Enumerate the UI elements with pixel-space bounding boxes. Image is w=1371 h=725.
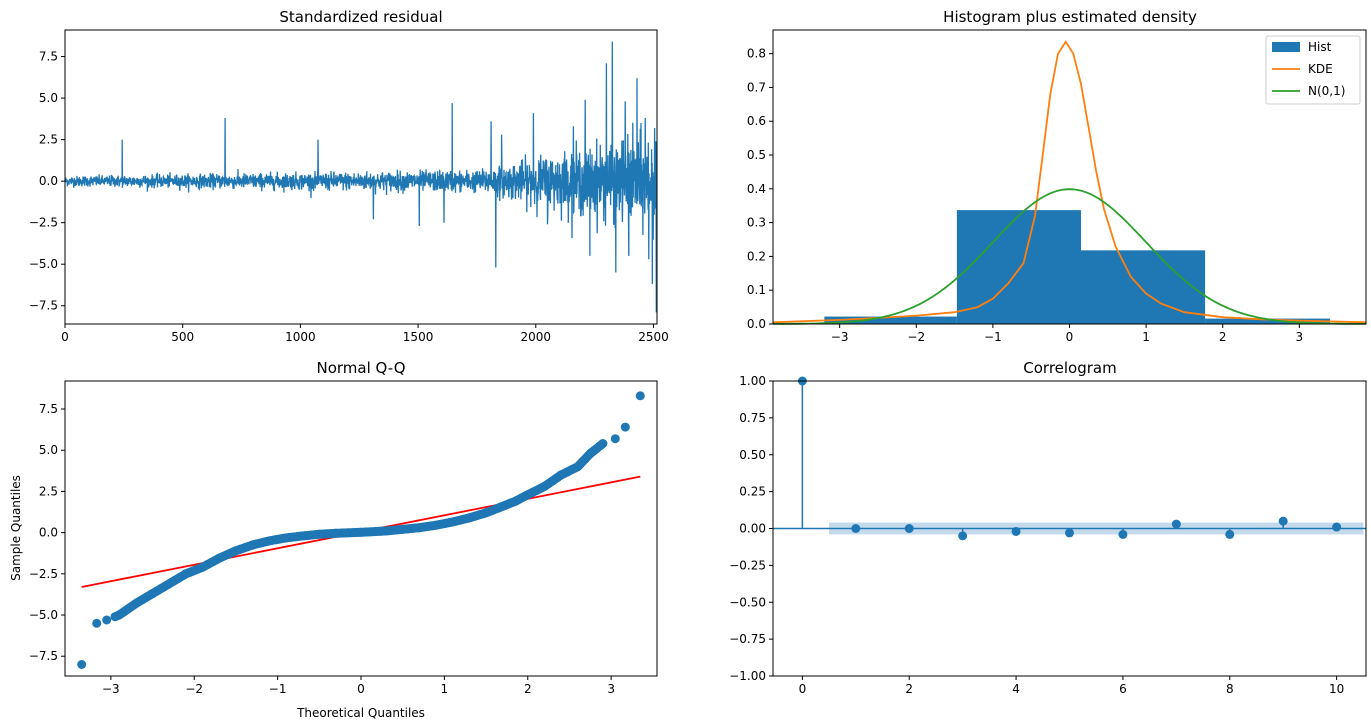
y-tick-label: 2.5: [39, 133, 58, 147]
y-tick-label: 0.7: [747, 80, 766, 94]
qq-title: Normal Q-Q: [316, 359, 405, 377]
x-tick-label: 10: [1329, 682, 1344, 696]
y-tick-label: 0.75: [739, 411, 766, 425]
normal-pdf-line: [773, 188, 1366, 325]
legend-normal-label: N(0,1): [1308, 84, 1345, 98]
x-tick-label: 1: [1142, 330, 1150, 344]
histogram-bar: [1205, 318, 1330, 324]
qq-point: [102, 615, 112, 625]
y-tick-label: 0.25: [739, 485, 766, 499]
y-tick-label: 0.50: [739, 448, 766, 462]
kde-line: [772, 40, 1367, 324]
y-tick-label: 0.8: [747, 47, 766, 61]
y-tick-label: 5.0: [39, 91, 58, 105]
y-tick-label: 0.6: [747, 114, 766, 128]
qq-xlabel: Theoretical Quantiles: [296, 706, 425, 720]
x-tick-label: 0: [1066, 330, 1074, 344]
y-tick-label: −2.5: [29, 216, 58, 230]
x-tick-label: 3: [607, 682, 615, 696]
correlogram-title: Correlogram: [1023, 359, 1116, 377]
acf-point: [851, 524, 861, 533]
x-tick-label: 4: [1012, 682, 1020, 696]
x-tick-label: 0: [799, 682, 807, 696]
residual-panel: Standardized residual 0 500 1000 1500 2000 25…: [29, 8, 669, 344]
x-tick-label: 1000: [285, 330, 316, 344]
x-tick-label: −2: [907, 330, 925, 344]
x-tick-label: 2500: [638, 330, 669, 344]
x-tick-label: −1: [269, 682, 287, 696]
x-tick-label: 500: [171, 330, 194, 344]
x-tick-label: 1500: [403, 330, 434, 344]
y-tick-label: 0.00: [739, 522, 766, 536]
x-tick-label: −2: [185, 682, 203, 696]
qq-point: [620, 422, 630, 432]
y-tick-label: 0.2: [747, 249, 766, 263]
y-tick-label: −0.50: [729, 595, 766, 609]
histogram-bar: [824, 316, 957, 324]
legend-hist-label: Hist: [1308, 40, 1332, 54]
x-tick-label: 0: [357, 682, 365, 696]
y-tick-label: 0.0: [39, 526, 58, 540]
y-tick-label: −0.25: [729, 558, 766, 572]
y-tick-label: 0.3: [747, 216, 766, 230]
x-tick-label: 1: [441, 682, 449, 696]
residual-title: Standardized residual: [279, 8, 442, 26]
legend-hist-swatch: [1272, 42, 1300, 52]
y-tick-label: 2.5: [39, 484, 58, 498]
y-tick-label: −0.75: [729, 632, 766, 646]
y-tick-label: −5.0: [29, 257, 58, 271]
x-tick-label: 2: [1219, 330, 1227, 344]
y-tick-label: 7.5: [39, 402, 58, 416]
y-tick-label: 0.4: [747, 182, 766, 196]
y-tick-label: 0.5: [747, 148, 766, 162]
qq-point: [92, 618, 102, 628]
y-tick-label: 0.0: [39, 174, 58, 188]
y-tick-label: 0.0: [747, 317, 766, 331]
x-tick-label: −3: [102, 682, 120, 696]
acf-point: [1278, 516, 1288, 526]
x-tick-label: 8: [1226, 682, 1234, 696]
acf-point: [1171, 519, 1181, 529]
qq-point: [598, 439, 608, 449]
legend-box: [1265, 35, 1361, 105]
x-tick-label: 3: [1296, 330, 1304, 344]
x-tick-label: 2: [905, 682, 913, 696]
x-tick-label: 0: [61, 330, 69, 344]
acf-point: [1065, 528, 1074, 538]
x-tick-label: −3: [831, 330, 849, 344]
qq-point: [77, 660, 87, 669]
y-tick-label: 0.1: [747, 283, 766, 297]
acf-point: [1225, 529, 1235, 539]
correlogram-panel: Correlogram 0 2 4 6 8 10 −1.00 −0.75 −0.50 −0.25 0…: [729, 359, 1367, 696]
histogram-bar: [956, 210, 1081, 324]
legend-kde-label: KDE: [1308, 62, 1333, 76]
residual-series-line: [64, 41, 658, 313]
qq-ylabel: Sample Quantiles: [9, 475, 23, 581]
x-tick-label: −1: [984, 330, 1002, 344]
y-tick-label: −5.0: [29, 608, 58, 622]
y-tick-label: −7.5: [29, 649, 58, 663]
histogram-legend: Hist KDE N(0,1): [1265, 35, 1361, 105]
histogram-panel: Histogram plus estimated density −3 −2 −1 0…: [747, 8, 1367, 344]
qq-panel: Normal Q-Q −3 −2 −1 0 1 2 3 −7.5 −5.0 −2.5 0.0 2.5 5…: [9, 359, 658, 720]
y-tick-label: −7.5: [29, 299, 58, 313]
histogram-title: Histogram plus estimated density: [943, 8, 1197, 26]
y-tick-label: −2.5: [29, 567, 58, 581]
acf-point: [1118, 529, 1128, 539]
y-tick-label: 1.00: [739, 374, 766, 388]
residual-frame: [64, 29, 658, 325]
acf-point: [958, 531, 968, 541]
y-tick-label: 5.0: [39, 443, 58, 457]
y-tick-label: 7.5: [39, 50, 58, 64]
acf-point: [904, 524, 914, 533]
qq-point: [610, 434, 620, 444]
x-tick-label: 2000: [521, 330, 552, 344]
acf-point: [1011, 526, 1021, 536]
x-tick-label: 2: [524, 682, 532, 696]
acf-point: [1332, 522, 1342, 532]
y-tick-label: −1.00: [729, 669, 766, 683]
x-tick-label: 6: [1119, 682, 1127, 696]
qq-point: [635, 391, 645, 401]
